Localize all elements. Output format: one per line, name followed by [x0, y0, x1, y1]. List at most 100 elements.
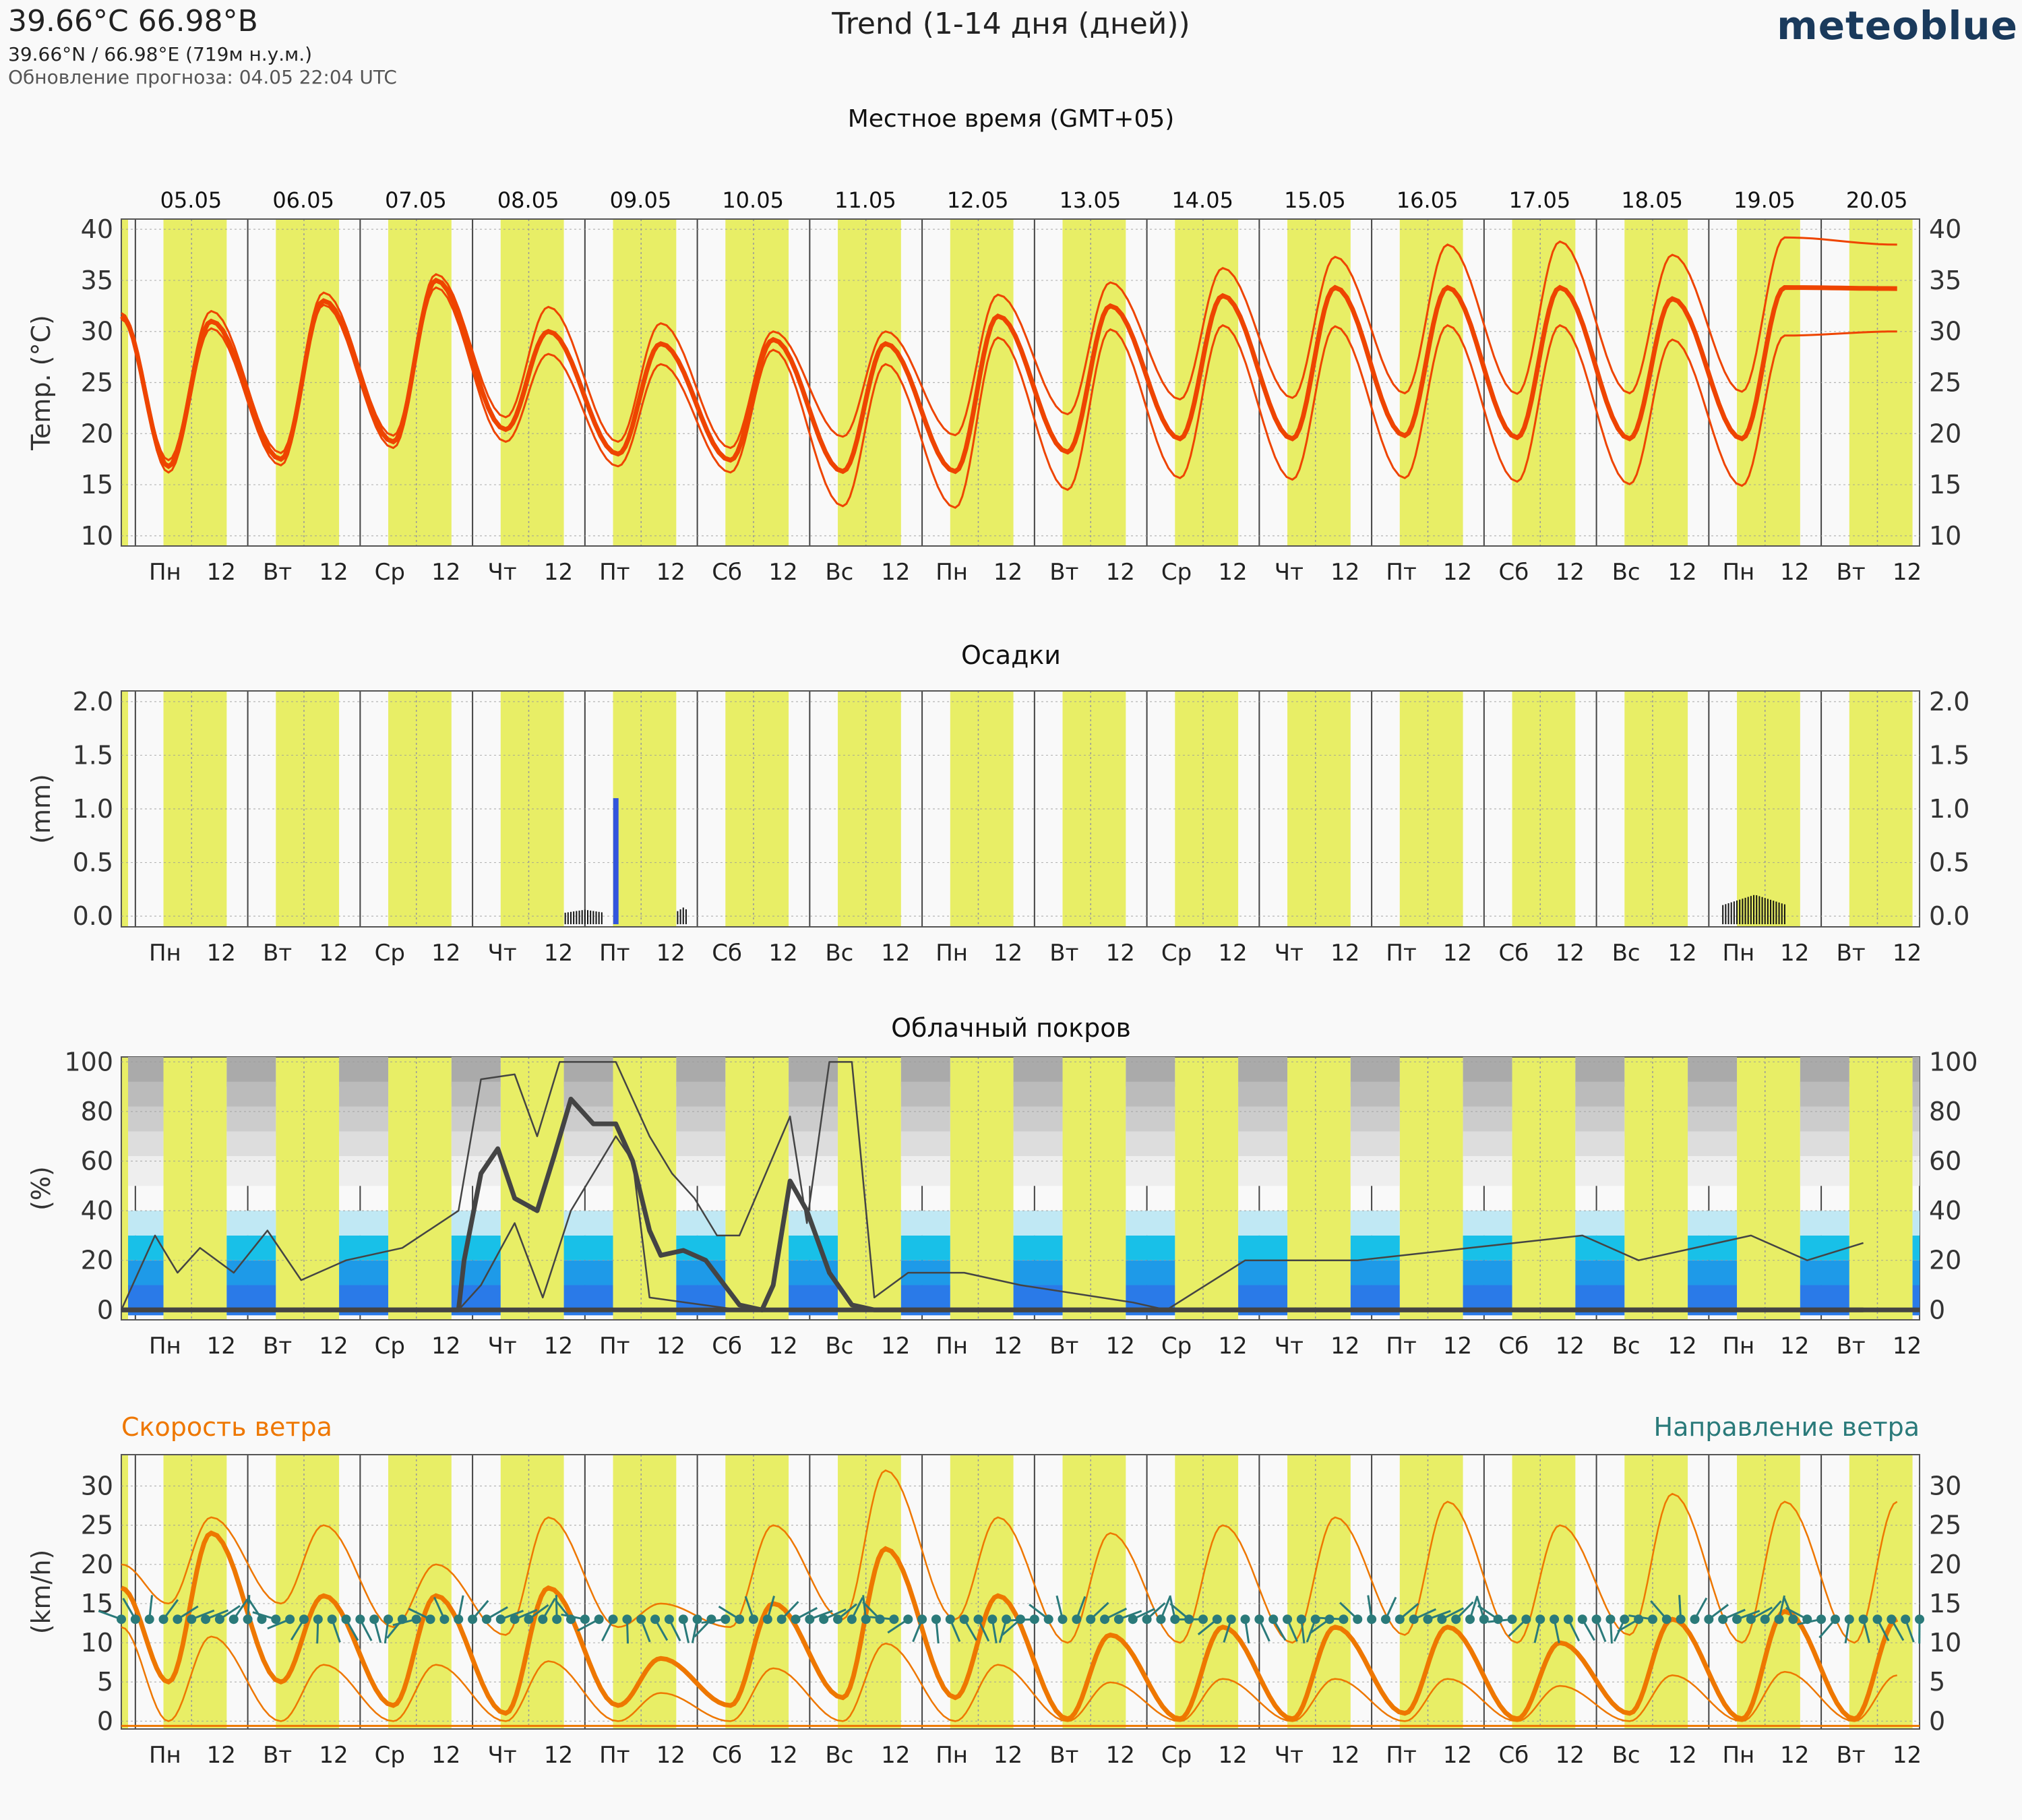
date-label: 18.05 — [1621, 187, 1683, 213]
y-tick-label-right: 0 — [1929, 1295, 1945, 1325]
time-tick-label: 12 — [993, 1742, 1022, 1769]
wind-direction-arrow — [1764, 1600, 1782, 1620]
time-tick-label: Вс — [825, 940, 853, 967]
daylight-band — [1287, 1455, 1351, 1729]
y-tick-label-left: 30 — [81, 317, 113, 346]
low-cloud-band — [226, 1235, 276, 1261]
mid-cloud-band — [1013, 1211, 1063, 1236]
time-tick-label: 12 — [768, 559, 797, 586]
wind-direction-arrow — [316, 1619, 319, 1644]
time-tick-label: 12 — [544, 1742, 573, 1769]
y-tick-label-left: 30 — [81, 1472, 113, 1501]
low-cloud-band — [563, 1260, 613, 1285]
y-tick-label-right: 0 — [1929, 1706, 1945, 1736]
wind-direction-arrow — [744, 1596, 755, 1620]
wind-direction-arrow — [486, 1606, 508, 1620]
y-tick-label-right: 10 — [1929, 521, 1961, 551]
time-tick-label: 12 — [1218, 940, 1247, 967]
time-tick-label: 12 — [1667, 1742, 1696, 1769]
low-cloud-band — [789, 1235, 838, 1261]
wind-direction-arrow — [1319, 1616, 1344, 1620]
cloud-mean-line — [121, 1097, 1864, 1312]
wind-direction-arrow — [98, 1610, 122, 1620]
daylight-band — [1062, 1455, 1126, 1729]
date-label: 16.05 — [1397, 187, 1459, 213]
wind-direction-arrow — [887, 1618, 909, 1634]
y-tick-label-right: 100 — [1929, 1047, 1978, 1076]
time-tick-label: Ср — [1161, 940, 1192, 967]
daylight-band — [1399, 1455, 1463, 1729]
wind-direction-arrow — [408, 1608, 431, 1620]
time-tick-label: Сб — [1498, 1742, 1529, 1769]
daylight-band — [1512, 1455, 1576, 1729]
time-tick-label: Ср — [375, 1742, 405, 1769]
low-cloud-band — [1238, 1260, 1288, 1285]
wind-direction-arrow — [809, 1610, 833, 1620]
time-tick-label: Вт — [1049, 559, 1078, 586]
wind-direction-arrow — [1628, 1614, 1653, 1620]
wind-upper-line — [121, 1469, 1898, 1644]
temp-mean-line — [120, 277, 1897, 475]
time-tick-label: 12 — [1780, 940, 1809, 967]
wind-direction-arrow — [1455, 1601, 1474, 1620]
coordinates: 39.66°N / 66.98°E (719м н.у.м.) — [8, 43, 313, 65]
daylight-band — [163, 1057, 227, 1320]
local-time-label: Местное время (GMT+05) — [848, 105, 1175, 133]
wind-direction-arrow — [528, 1604, 549, 1620]
low-cloud-band — [1350, 1260, 1400, 1285]
y-tick-label-left: 20 — [81, 1550, 113, 1579]
daylight-band — [121, 691, 129, 927]
high-cloud-band — [1013, 1156, 1063, 1186]
wind-direction-arrow — [1818, 1618, 1837, 1639]
y-tick-label-left: 15 — [81, 470, 113, 499]
wind-direction-arrow — [542, 1598, 556, 1620]
time-tick-label: 12 — [1780, 559, 1809, 586]
wind-direction-arrow — [219, 1605, 241, 1620]
wind-direction-arrow — [1778, 1595, 1785, 1620]
wind-direction-arrow — [1339, 1602, 1359, 1620]
wind-direction-arrow — [1197, 1618, 1218, 1635]
date-label: 06.05 — [272, 187, 334, 213]
wind-direction-arrow — [1132, 1608, 1155, 1620]
wind-direction-arrow — [1309, 1618, 1330, 1635]
time-tick-label: Вт — [1837, 559, 1866, 586]
time-tick-label: 12 — [993, 559, 1022, 586]
y-tick-label-left: 0 — [97, 1295, 113, 1325]
daylight-band — [1175, 1455, 1239, 1729]
wind-direction-arrow — [1090, 1602, 1109, 1620]
daylight-band — [838, 1057, 901, 1320]
time-tick-label: Вт — [1837, 940, 1866, 967]
panel-2-background — [121, 690, 1920, 928]
high-cloud-band — [1912, 1156, 1920, 1186]
time-tick-label: Пн — [149, 559, 181, 586]
time-tick-label: 12 — [544, 559, 573, 586]
time-tick-label: Вс — [1612, 940, 1641, 967]
wind-direction-arrow — [1367, 1595, 1373, 1620]
wind-direction-arrow — [1694, 1597, 1708, 1620]
time-tick-label: 12 — [431, 559, 460, 586]
panel-frame — [121, 1454, 1920, 1730]
high-cloud-band — [1912, 1106, 1920, 1136]
time-tick-label: Пн — [1722, 559, 1754, 586]
y-tick-label-left: 20 — [81, 1246, 113, 1275]
time-tick-label: Вс — [1612, 1742, 1641, 1769]
time-tick-label: Вт — [1049, 1333, 1078, 1360]
time-tick-label: Ср — [375, 1333, 405, 1360]
time-tick-label: Пт — [1386, 940, 1416, 967]
y-tick-label-left: 0 — [97, 1706, 113, 1736]
wind-direction-arrow — [555, 1595, 558, 1620]
wind-direction-arrow — [577, 1618, 600, 1632]
time-tick-label: Вт — [1837, 1742, 1866, 1769]
wind-direction-arrow — [1595, 1618, 1607, 1643]
wind-direction-arrow — [949, 1618, 961, 1642]
time-tick-label: Вт — [263, 1333, 292, 1360]
wind-direction-arrow — [471, 1600, 489, 1620]
wind-direction-arrow — [1904, 1618, 1915, 1643]
wind-direction-arrow — [345, 1618, 359, 1641]
high-cloud-band — [1126, 1156, 1175, 1186]
wind-direction-arrow — [267, 1618, 290, 1630]
time-tick-label: 12 — [431, 1742, 460, 1769]
time-tick-label: Чт — [488, 940, 517, 967]
y-axis-label-4: (km/h) — [26, 1550, 56, 1635]
low-cloud-band — [1575, 1260, 1625, 1285]
